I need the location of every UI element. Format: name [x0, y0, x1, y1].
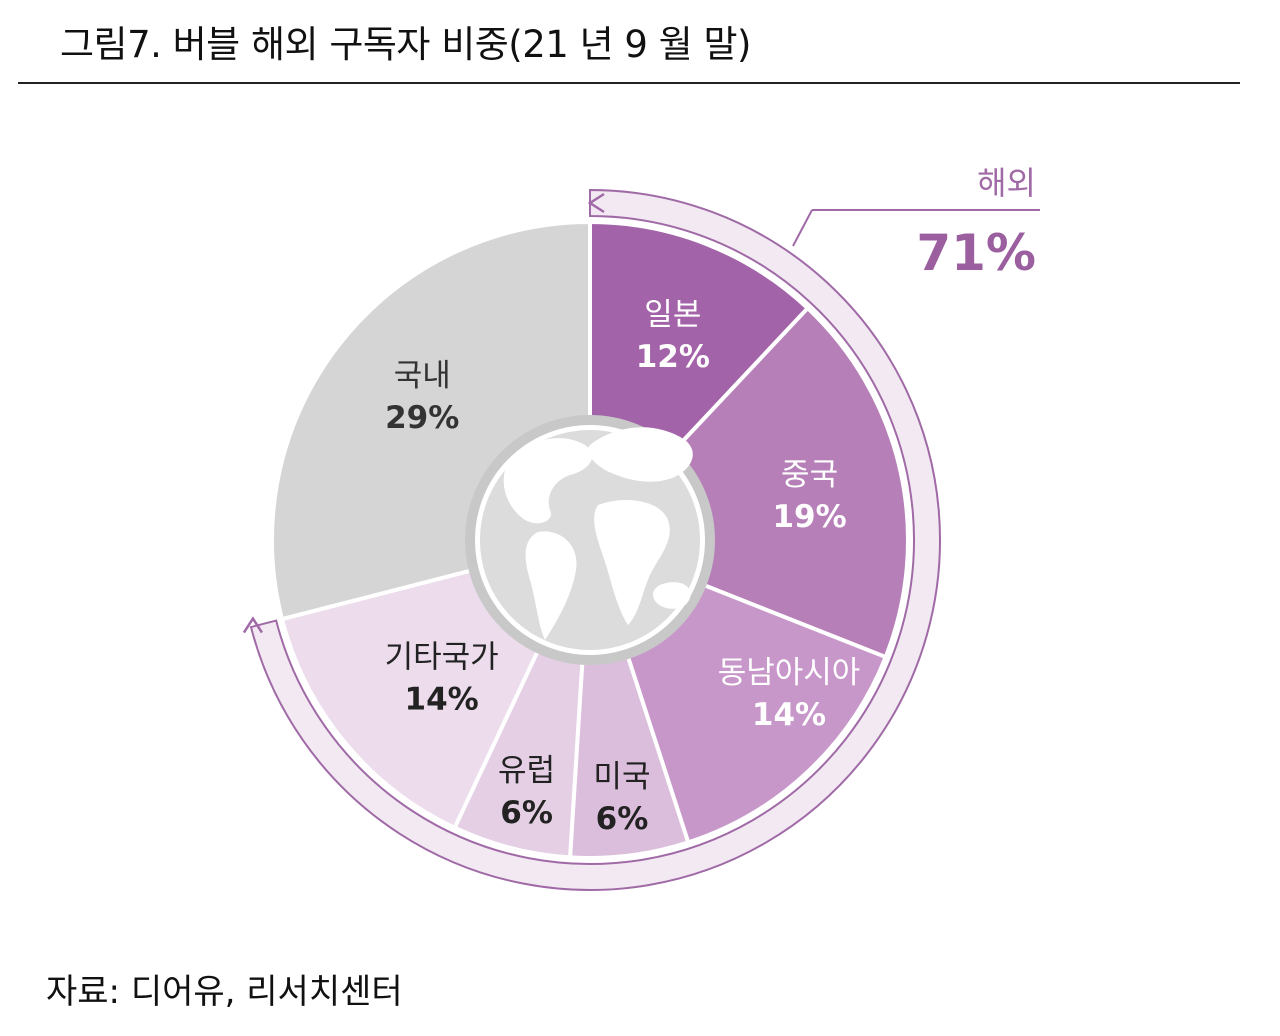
- figure-title: 그림7. 버블 해외 구독자 비중(21 년 9 월 말): [60, 23, 751, 66]
- arrowhead-top: [587, 192, 605, 214]
- title-underline: [18, 82, 1240, 84]
- overseas-name: 해외: [977, 164, 1036, 202]
- slice-name-label: 일본: [644, 297, 701, 333]
- overseas-callout: 해외 71%: [792, 164, 1040, 282]
- slice-value-label: 6%: [596, 801, 649, 837]
- slice-name-label: 기타국가: [385, 639, 499, 675]
- slice-name-label: 미국: [593, 759, 650, 795]
- slice-name-label: 동남아시아: [718, 655, 861, 691]
- slice-name-label: 국내: [394, 358, 451, 394]
- globe-icon: [465, 415, 715, 665]
- slice-name-label: 중국: [781, 457, 838, 493]
- slice-name-label: 유럽: [498, 753, 555, 789]
- slice-labels: 일본 12% 중국 19% 동남아시아 14% 미국 6% 유럽 6% 기타국가 14% 국내 29%: [385, 297, 861, 837]
- slice-value-label: 19%: [772, 499, 846, 535]
- slice-value-label: 12%: [636, 339, 710, 375]
- slice-value-label: 14%: [752, 697, 826, 733]
- overseas-ring: [242, 188, 941, 891]
- arrowhead-end: [242, 616, 263, 634]
- source-note: 자료: 디어유, 리서치센터: [46, 972, 403, 1012]
- slice-value-label: 6%: [500, 795, 553, 831]
- overseas-ring-band: [249, 188, 941, 891]
- slice-value-label: 29%: [385, 400, 459, 436]
- slice-value-label: 14%: [405, 681, 479, 717]
- overseas-value: 71%: [916, 224, 1036, 282]
